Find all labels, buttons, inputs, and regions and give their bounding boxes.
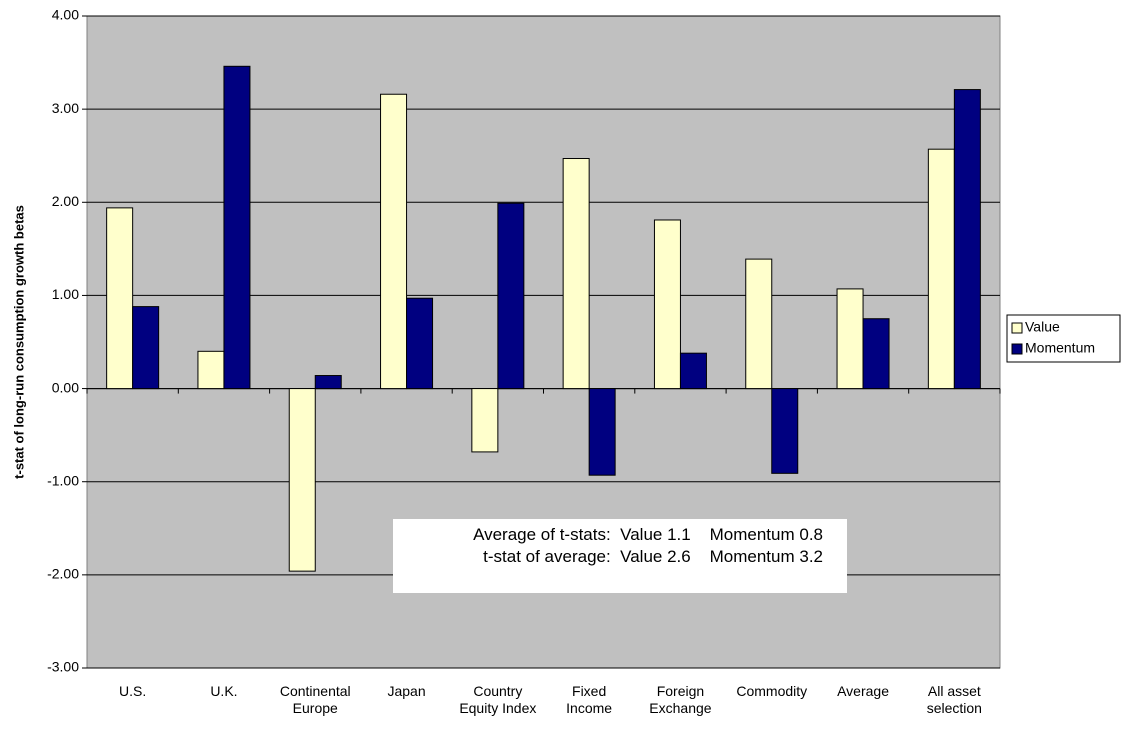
y-tick-label: 1.00 [52, 286, 79, 302]
x-tick-label: Japan [387, 683, 426, 699]
bar [836, 288, 864, 390]
x-tick-label: Fixed Income [566, 683, 613, 716]
y-tick-label: 0.00 [52, 379, 79, 395]
x-tick-label: Average [837, 683, 889, 699]
bar [588, 388, 616, 476]
bar [132, 306, 160, 390]
bar [223, 65, 251, 390]
legend-swatch [1011, 322, 1023, 334]
x-tick-label: U.K. [210, 683, 238, 699]
y-axis-label: t-stat of long-run consumption growth be… [11, 205, 26, 479]
bar [406, 297, 434, 390]
y-tick-label: -2.00 [47, 566, 79, 582]
y-tick-label: -3.00 [47, 659, 79, 675]
bar [197, 350, 225, 390]
x-tick-label: Country Equity Index [459, 683, 537, 716]
bar [953, 89, 981, 390]
bar [106, 207, 134, 390]
x-tick-label: All asset selection [926, 683, 982, 716]
annotation: Average of t-stats: Value 1.1 Momentum 0… [473, 525, 823, 544]
bar [679, 352, 707, 390]
x-tick-label: Continental Europe [279, 683, 351, 716]
bar [862, 318, 890, 390]
bar [653, 219, 681, 390]
legend-swatch [1011, 343, 1023, 355]
x-tick-label: Foreign Exchange [649, 683, 712, 716]
bar [927, 148, 955, 390]
y-tick-label: -1.00 [47, 472, 79, 488]
annotation: t-stat of average: Value 2.6 Momentum 3.… [483, 547, 823, 566]
y-tick-label: 3.00 [52, 100, 79, 116]
bar [745, 258, 773, 390]
y-tick-label: 4.00 [52, 7, 79, 23]
bar [562, 158, 590, 390]
bar [314, 375, 342, 390]
legend-label: Momentum [1025, 340, 1095, 356]
x-tick-label: Commodity [736, 683, 808, 699]
bar [471, 388, 499, 453]
bar [380, 93, 408, 390]
x-tick-label: U.S. [119, 683, 147, 699]
y-tick-label: 2.00 [52, 193, 79, 209]
annotation-box: Average of t-stats: Value 1.1 Momentum 0… [393, 519, 847, 593]
bar [497, 202, 525, 390]
bar [288, 388, 316, 572]
legend-label: Value [1025, 319, 1060, 335]
legend-box [1006, 314, 1121, 363]
bar [771, 388, 799, 474]
